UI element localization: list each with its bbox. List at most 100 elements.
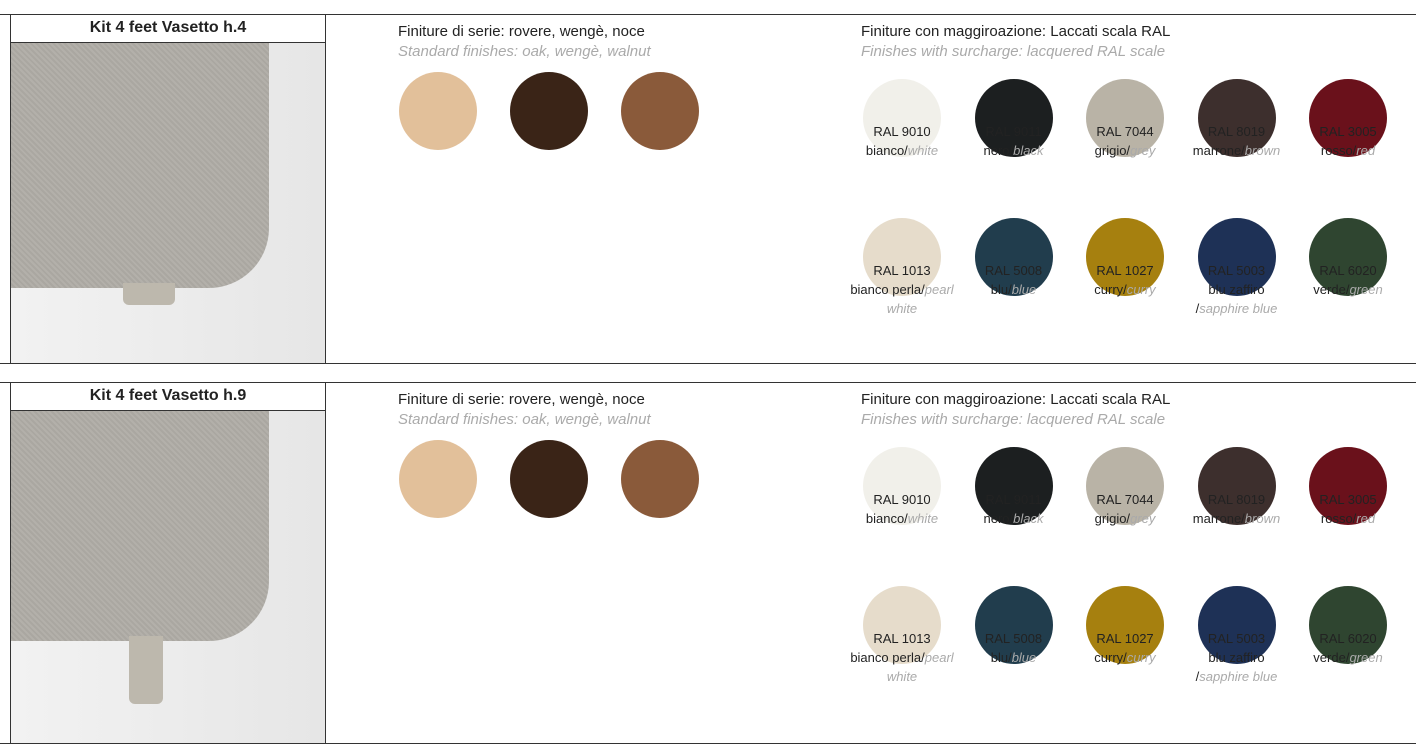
- ral-swatch: [974, 586, 1053, 664]
- ral-label: RAL 7044 grigio/grey: [1069, 122, 1181, 160]
- ral-name: rosso/red: [1292, 141, 1404, 160]
- ral-name: grigio/grey: [1069, 141, 1181, 160]
- name-en: white: [907, 143, 939, 158]
- ral-swatch: [1309, 79, 1387, 157]
- ral-name: verde/green: [1292, 280, 1404, 299]
- ral-name: blu zaffiro /sapphire blue: [1181, 648, 1293, 686]
- ral-code: RAL 1027: [1096, 263, 1154, 278]
- product-title: Kit 4 feet Vasetto h.9: [11, 383, 325, 411]
- ral-name: blu zaffiro /sapphire blue: [1181, 280, 1293, 318]
- sofa-body: [11, 411, 269, 641]
- ral-label: RAL 5008 blu/blue: [958, 629, 1070, 667]
- name-en: blue: [1011, 650, 1037, 665]
- surcharge-subheading: Finishes with surcharge: lacquered RAL s…: [861, 43, 1166, 60]
- name-it: bianco/: [865, 511, 908, 526]
- name-en: black: [1013, 143, 1044, 158]
- ral-label: RAL 7044 grigio/grey: [1069, 490, 1181, 528]
- name-en: red: [1356, 511, 1376, 526]
- ral-label: RAL 3005 rosso/red: [1292, 122, 1404, 160]
- wood-swatch: [510, 72, 588, 150]
- ral-swatch: [974, 79, 1053, 157]
- surcharge-heading: Finiture con maggiroazione: Laccati scal…: [861, 391, 1171, 408]
- name-en: brown: [1244, 143, 1281, 158]
- name-en: white: [907, 511, 939, 526]
- ral-label: RAL 8019 marrone/brown: [1181, 490, 1293, 528]
- name-it: blu/: [990, 282, 1012, 297]
- ral-label: RAL 6020 verde/green: [1292, 629, 1404, 667]
- name-en: curry: [1126, 650, 1156, 665]
- ral-swatch: [1309, 586, 1387, 664]
- ral-label: RAL 1027 curry/curry: [1069, 629, 1181, 667]
- name-it: blu zaffiro /: [1195, 282, 1265, 316]
- ral-code: RAL 1013: [873, 631, 931, 646]
- ral-code: RAL 7044: [1096, 492, 1154, 507]
- name-en: black: [1013, 511, 1044, 526]
- ral-name: nero/black: [958, 509, 1070, 528]
- ral-swatch: [1086, 218, 1164, 296]
- name-it: curry/: [1094, 282, 1127, 297]
- name-it: nero/: [983, 143, 1014, 158]
- standard-heading: Finiture di serie: rovere, wengè, noce: [398, 391, 645, 408]
- product-image: [11, 411, 325, 743]
- ral-code: RAL 5003: [1207, 631, 1266, 646]
- ral-swatch: [863, 79, 941, 157]
- ral-code: RAL 9011: [985, 124, 1042, 139]
- ral-name: rosso/red: [1292, 509, 1404, 528]
- ral-name: nero/black: [958, 141, 1070, 160]
- ral-code: RAL 3005: [1319, 492, 1377, 507]
- wood-swatch: [621, 440, 699, 518]
- standard-heading: Finiture di serie: rovere, wengè, noce: [398, 23, 645, 40]
- name-en: green: [1349, 282, 1383, 297]
- name-it: verde/: [1313, 282, 1350, 297]
- name-it: grigio/: [1094, 143, 1131, 158]
- ral-label: RAL 9011 nero/black: [958, 490, 1070, 528]
- ral-code: RAL 1027: [1096, 631, 1154, 646]
- ral-code: RAL 7044: [1096, 124, 1154, 139]
- surcharge-subheading: Finishes with surcharge: lacquered RAL s…: [861, 411, 1166, 428]
- name-it: verde/: [1313, 650, 1350, 665]
- ral-name: bianco/white: [846, 509, 958, 528]
- product-panel: Kit 4 feet Vasetto h.4: [10, 15, 326, 363]
- ral-name: bianco/white: [846, 141, 958, 160]
- product-image: [11, 43, 325, 363]
- name-en: pearl white: [886, 282, 954, 316]
- ral-label: RAL 5008 blu/blue: [958, 261, 1070, 299]
- ral-swatch: [1309, 218, 1387, 296]
- product-panel: Kit 4 feet Vasetto h.9: [10, 383, 326, 743]
- ral-name: bianco perla/pearl white: [846, 648, 958, 686]
- ral-label: RAL 3005 rosso/red: [1292, 490, 1404, 528]
- name-en: blue: [1011, 282, 1037, 297]
- ral-swatch: [1197, 218, 1276, 296]
- name-en: red: [1356, 143, 1376, 158]
- surcharge-heading: Finiture con maggiroazione: Laccati scal…: [861, 23, 1171, 40]
- ral-name: blu/blue: [958, 648, 1070, 667]
- name-en: green: [1349, 650, 1383, 665]
- ral-code: RAL 9010: [873, 124, 931, 139]
- ral-code: RAL 5008: [984, 631, 1043, 646]
- ral-swatch: [863, 447, 941, 525]
- ral-label: RAL 1027 curry/curry: [1069, 261, 1181, 299]
- name-en: brown: [1244, 511, 1281, 526]
- sofa-body: [11, 43, 269, 288]
- name-it: bianco perla/: [850, 650, 925, 665]
- name-en: sapphire blue: [1199, 301, 1278, 316]
- name-it: blu zaffiro /: [1195, 650, 1265, 684]
- ral-name: marrone/brown: [1181, 141, 1293, 160]
- name-it: marrone/: [1192, 143, 1245, 158]
- ral-code: RAL 8019: [1207, 492, 1266, 507]
- name-it: nero/: [983, 511, 1014, 526]
- name-it: grigio/: [1094, 511, 1131, 526]
- ral-code: RAL 8019: [1207, 124, 1266, 139]
- name-it: rosso/: [1320, 511, 1357, 526]
- name-en: grey: [1130, 143, 1156, 158]
- sofa-foot: [123, 283, 175, 305]
- name-en: curry: [1126, 282, 1156, 297]
- ral-name: curry/curry: [1069, 648, 1181, 667]
- ral-code: RAL 9011: [985, 492, 1042, 507]
- ral-swatch: [1086, 447, 1164, 525]
- ral-swatch: [1197, 586, 1276, 664]
- ral-name: bianco perla/pearl white: [846, 280, 958, 318]
- name-it: bianco/: [865, 143, 908, 158]
- ral-label: RAL 8019 marrone/brown: [1181, 122, 1293, 160]
- ral-code: RAL 5003: [1207, 263, 1266, 278]
